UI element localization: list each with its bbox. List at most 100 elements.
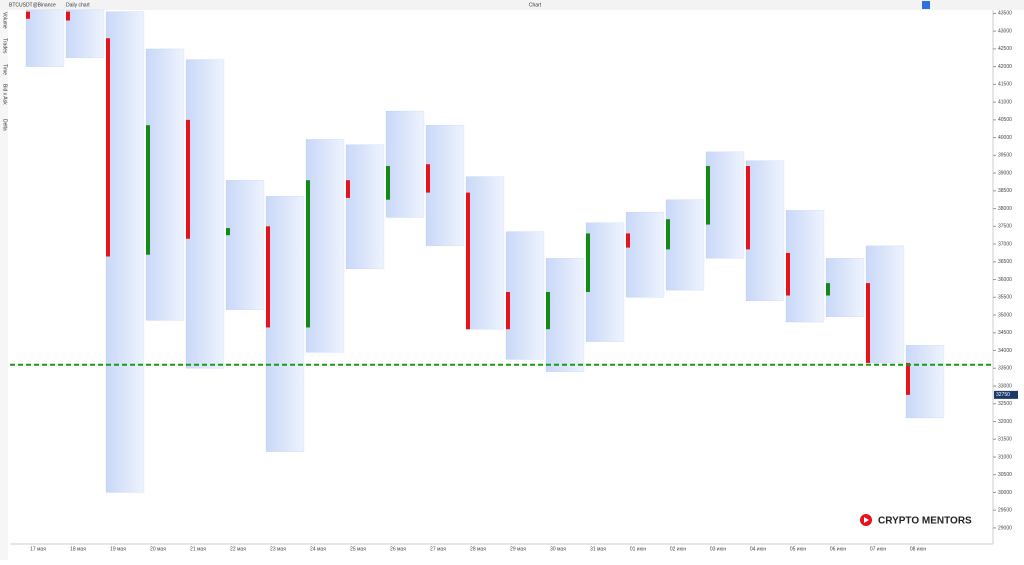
footprint-column [825,258,865,318]
candle-body [226,228,230,236]
x-tick-label: 20 мая [150,546,166,552]
candle-body [106,38,110,257]
y-tick-label: 36500 [998,259,1012,265]
side-tab[interactable]: Bid x Ask [2,84,8,105]
x-tick-label: 03 июн [710,546,726,552]
y-tick-label: 37500 [998,224,1012,230]
candle-body [866,283,870,363]
logo-play [864,517,869,523]
toolbar [0,0,1024,10]
candle-body [826,283,830,296]
footprint-column [625,211,665,298]
x-tick-label: 29 мая [510,546,526,552]
x-tick-label: 18 мая [70,546,86,552]
footprint-column [25,9,65,67]
symbol[interactable]: BTCUSDT@Binance [9,2,56,8]
candle-body [666,219,670,250]
y-tick-label: 31000 [998,454,1012,460]
candle-body [386,166,390,200]
candle-body [186,119,190,239]
x-tick-label: 07 июн [870,546,886,552]
x-tick-label: 26 мая [390,546,406,552]
y-tick-label: 38000 [998,206,1012,212]
y-tick-label: 32000 [998,419,1012,425]
y-tick-label: 41000 [998,99,1012,105]
candle-body [66,11,70,21]
x-tick-label: 05 июн [790,546,806,552]
footprint-column [905,344,945,419]
y-tick-label: 31500 [998,437,1012,443]
footprint-column [865,245,905,364]
y-tick-label: 43500 [998,11,1012,17]
y-tick-label: 30500 [998,472,1012,478]
footprint-column [785,210,825,323]
y-tick-label: 35500 [998,295,1012,301]
y-tick-label: 29500 [998,508,1012,514]
candle-body [546,291,550,330]
x-tick-label: 31 мая [590,546,606,552]
y-tick-label: 42500 [998,46,1012,52]
candle-body [146,125,150,255]
x-tick-label: 04 июн [750,546,766,552]
side-panel [0,10,8,560]
candle-body [906,362,910,395]
y-tick-label: 43000 [998,28,1012,34]
footprint-column [185,59,225,369]
y-tick-label: 34500 [998,330,1012,336]
y-tick-label: 30000 [998,490,1012,496]
candle-body [346,180,350,198]
candle-body [506,291,510,330]
footprint-column [265,195,305,452]
side-tab[interactable]: Trades [2,38,8,54]
footprint-column [225,179,265,310]
candle-body [706,166,710,225]
footprint-column [545,258,585,373]
candle-body [466,192,470,330]
footprint-column [705,151,745,259]
y-tick-label: 40000 [998,135,1012,141]
candle-body [26,11,30,19]
x-tick-label: 27 мая [430,546,446,552]
y-tick-label: 41500 [998,82,1012,88]
x-tick-label: 23 мая [270,546,286,552]
footprint-column [665,199,705,291]
x-tick-label: 06 июн [830,546,846,552]
watermark: CRYPTO MENTORS [878,516,972,527]
footprint-column [425,124,465,247]
footprint-column [385,110,425,218]
x-tick-label: 28 мая [470,546,486,552]
price-label: 32750 [996,392,1010,398]
x-tick-label: 22 мая [230,546,246,552]
toolbar-button[interactable] [922,1,930,9]
side-tab[interactable]: Volume [2,12,8,29]
footprint-column [65,9,105,59]
footprint-column [145,48,185,321]
price-marker [994,390,1018,399]
candle-body [426,164,430,193]
y-tick-label: 29000 [998,525,1012,531]
y-tick-label: 38500 [998,188,1012,194]
y-tick-label: 37000 [998,241,1012,247]
x-tick-label: 21 мая [190,546,206,552]
y-tick-label: 40500 [998,117,1012,123]
x-tick-label: 30 мая [550,546,566,552]
footprint-column [345,144,385,270]
candle-body [266,226,270,328]
candle-body [586,233,590,292]
y-tick-label: 33000 [998,383,1012,389]
x-tick-label: 01 июн [630,546,646,552]
timeframe[interactable]: Daily chart [66,2,90,8]
side-tab[interactable]: Time [2,64,8,75]
x-tick-label: 24 мая [310,546,326,552]
candle-body [626,233,630,248]
x-tick-label: 17 мая [30,546,46,552]
side-tab[interactable]: Delta [2,119,8,131]
y-tick-label: 32500 [998,401,1012,407]
x-tick-label: 02 июн [670,546,686,552]
y-tick-label: 36000 [998,277,1012,283]
candle-body [786,252,790,296]
footprint-column [105,11,145,493]
y-tick-label: 42000 [998,64,1012,70]
footprint-column [505,231,545,360]
